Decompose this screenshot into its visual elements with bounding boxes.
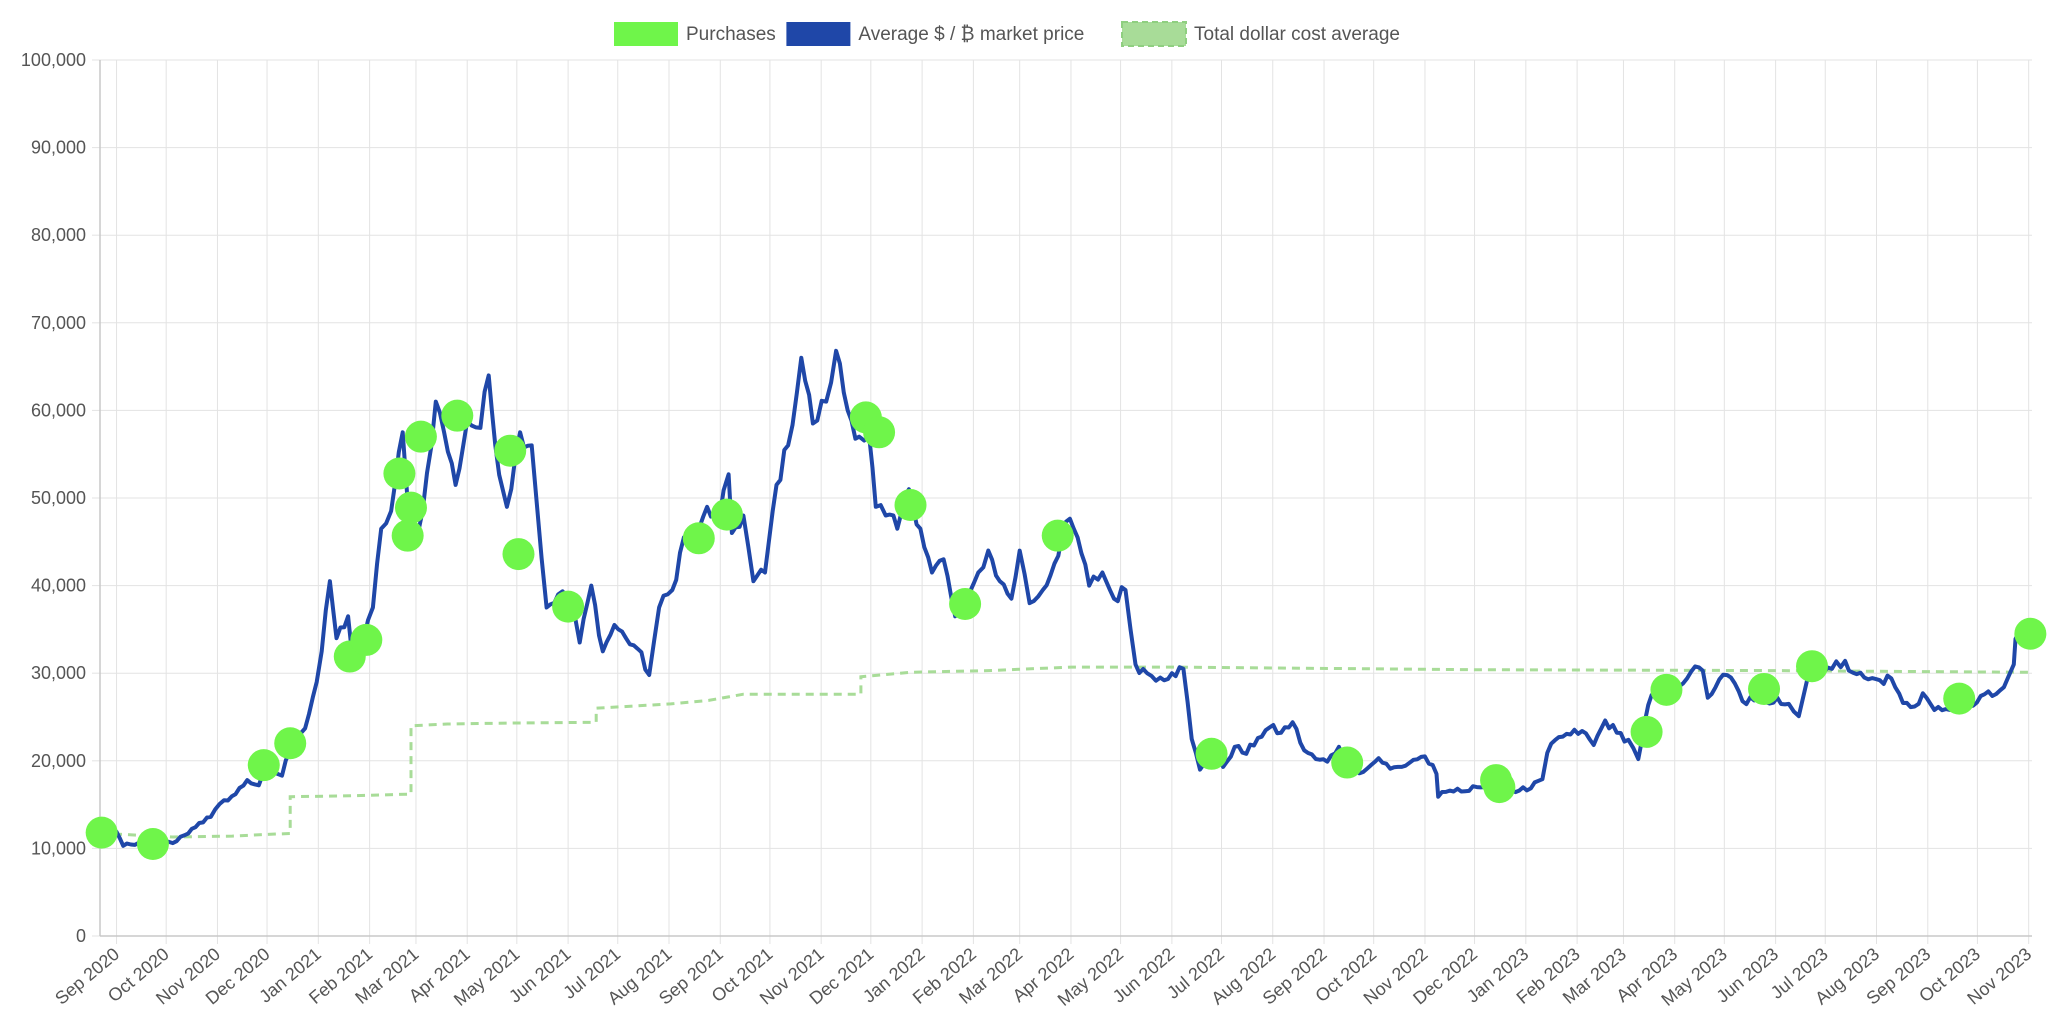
series-line-total-dollar-cost-average <box>99 665 2033 839</box>
purchase-point <box>682 522 715 555</box>
purchase-point <box>1796 650 1829 683</box>
y-tick-label: 30,000 <box>31 663 86 683</box>
purchase-point <box>1943 682 1976 715</box>
y-tick-label: 10,000 <box>31 838 86 858</box>
legend-label: Average $ / ₿ market price <box>858 24 1084 45</box>
legend-item: Purchases <box>614 22 776 46</box>
y-tick-labels: 0 10,000 20,000 30,000 40,000 50,000 60,000 70,… <box>21 50 86 946</box>
purchase-point <box>1483 771 1516 804</box>
purchase-point <box>394 491 427 524</box>
y-tick-label: 40,000 <box>31 576 86 596</box>
purchase-point <box>1041 519 1074 552</box>
legend-swatch <box>1121 21 1187 47</box>
legend-label: Total dollar cost average <box>1194 24 1400 45</box>
legend: Purchases Average $ / ₿ market price Total… <box>614 21 1400 47</box>
purchase-point <box>383 457 416 490</box>
purchase-point <box>441 399 474 432</box>
purchase-point <box>274 727 307 760</box>
legend-item: Average $ / ₿ market price <box>786 22 1084 46</box>
y-tick-label: 90,000 <box>31 138 86 158</box>
purchase-point <box>863 416 896 449</box>
purchase-point <box>502 538 535 571</box>
purchase-point <box>1195 737 1228 770</box>
purchase-point <box>136 828 169 861</box>
legend-item: Total dollar cost average <box>1121 21 1400 47</box>
purchase-point <box>350 623 383 656</box>
purchase-point <box>949 587 982 620</box>
legend-label: Purchases <box>686 24 776 45</box>
purchase-point <box>404 420 437 453</box>
purchase-point <box>894 489 927 522</box>
y-tick-label: 70,000 <box>31 313 86 333</box>
y-tick-label: 0 <box>76 926 86 946</box>
y-tick-label: 100,000 <box>21 50 86 70</box>
purchase-point <box>710 498 743 531</box>
purchase-point <box>1331 746 1364 779</box>
purchase-point <box>247 749 280 782</box>
y-tick-label: 60,000 <box>31 400 86 420</box>
purchase-point <box>552 590 585 623</box>
purchase-point <box>1748 672 1781 705</box>
axes <box>99 60 2032 937</box>
purchase-point <box>1630 715 1663 748</box>
plot-area <box>85 348 2047 861</box>
legend-swatch <box>786 22 851 46</box>
purchase-point <box>2014 617 2047 650</box>
y-tick-label: 20,000 <box>31 751 86 771</box>
series-line-average-market-price <box>99 348 2033 848</box>
purchase-point <box>85 816 118 849</box>
purchase-point <box>494 434 527 467</box>
y-tick-label: 50,000 <box>31 488 86 508</box>
purchase-point <box>391 519 424 552</box>
gridlines <box>92 59 2032 944</box>
purchase-point <box>1650 673 1683 706</box>
legend-swatch <box>614 22 678 46</box>
y-tick-label: 80,000 <box>31 225 86 245</box>
